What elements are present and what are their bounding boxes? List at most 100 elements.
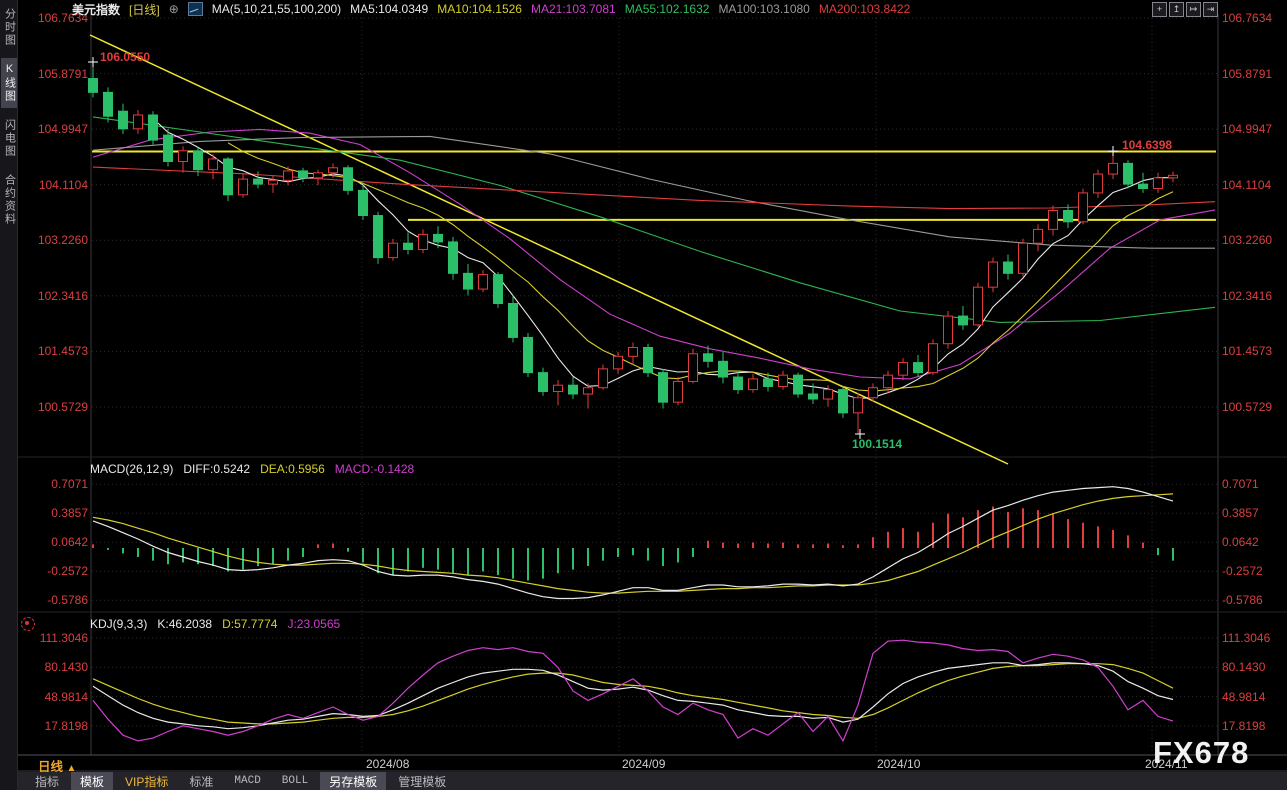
- macd-value: MACD:-0.1428: [334, 462, 415, 476]
- kdj-header: KDJ(9,3,3) K:46.2038 D:57.7774 J:23.0565: [90, 617, 340, 631]
- sidebar-item-contract-info[interactable]: 合约资料: [3, 174, 16, 226]
- candle-body: [1003, 261, 1013, 274]
- candle-body: [1138, 183, 1148, 190]
- candle-body: [688, 353, 698, 382]
- candle-body: [163, 134, 173, 162]
- candle-body: [193, 150, 203, 171]
- candle-body: [148, 114, 158, 141]
- pan-tool-icon[interactable]: +: [1152, 2, 1167, 17]
- candle-body: [628, 346, 638, 357]
- ma200-value: MA200:103.8422: [818, 2, 911, 16]
- candle-body: [283, 170, 293, 181]
- tab-vip-indicators[interactable]: VIP指标: [125, 774, 169, 789]
- candle-body: [1093, 173, 1103, 194]
- candle-body: [343, 167, 353, 191]
- candle-body: [418, 233, 428, 250]
- kdj-marker-icon[interactable]: [21, 617, 35, 631]
- candle-body: [1063, 210, 1073, 223]
- tab-indicators[interactable]: 指标: [35, 774, 60, 789]
- candle-body: [523, 336, 533, 374]
- candle-body: [118, 110, 128, 130]
- candle-body: [868, 387, 878, 399]
- line-series: [92, 135, 1215, 249]
- trend-line[interactable]: [89, 34, 1009, 465]
- period-tag: [日线]: [129, 2, 160, 17]
- candle-body: [433, 233, 443, 243]
- tab-standard[interactable]: 标准: [189, 774, 214, 789]
- candle-body: [733, 376, 743, 391]
- candle-body: [778, 374, 788, 387]
- tab-save-template[interactable]: 另存模板: [320, 771, 387, 790]
- ma55-value: MA55:102.1632: [624, 2, 710, 16]
- candle-body: [748, 378, 758, 391]
- x-axis-date: 2024/09: [622, 757, 666, 771]
- ma-group-label: MA(5,10,21,55,100,200): [211, 2, 342, 16]
- macd-dea-value: DEA:0.5956: [260, 462, 325, 476]
- line-series: [92, 128, 1216, 380]
- ma10-value: MA10:104.1526: [437, 2, 522, 16]
- kdj-k-value: K:46.2038: [157, 617, 213, 631]
- candle-body: [268, 179, 278, 185]
- chart-type-icon[interactable]: [187, 2, 203, 16]
- line-series: [92, 493, 1174, 594]
- candle-body: [928, 343, 938, 374]
- x-axis-date: 2024/08: [366, 757, 410, 771]
- candle-body: [493, 274, 503, 305]
- chart-toolbar: + ↥ ↦ ⇥: [1152, 2, 1218, 17]
- candle-body: [538, 372, 548, 392]
- candle-body: [208, 158, 218, 171]
- candle-body: [958, 315, 968, 326]
- ma100-value: MA100:103.1080: [718, 2, 810, 16]
- candle-body: [1153, 177, 1163, 190]
- candle-body: [898, 362, 908, 376]
- period-selector[interactable]: 日线 ▲: [38, 756, 76, 775]
- bottom-tab-bar: 指标 模板 VIP指标 标准 MACD BOLL 另存模板 管理模板: [18, 771, 1287, 790]
- candle-body: [583, 387, 593, 395]
- symbol-title: 美元指数: [72, 2, 121, 17]
- expand-icon[interactable]: ⊕: [168, 2, 179, 16]
- sidebar-item-kline-chart[interactable]: K线图: [0, 58, 17, 108]
- fx678-watermark: FX678: [1153, 735, 1250, 770]
- candle-body: [613, 355, 623, 370]
- scale-y-icon[interactable]: ↥: [1169, 2, 1184, 17]
- candle-body: [673, 380, 683, 403]
- candle-body: [223, 158, 233, 196]
- candle-body: [328, 167, 338, 174]
- candle-body: [1123, 162, 1133, 185]
- candle-body: [763, 378, 773, 387]
- candle-body: [658, 372, 668, 403]
- line-series: [92, 639, 1174, 743]
- candle-body: [463, 272, 473, 290]
- macd-header: MACD(26,12,9) DIFF:0.5242 DEA:0.5956 MAC…: [90, 462, 414, 476]
- candle-body: [508, 303, 518, 338]
- candle-body: [988, 261, 998, 288]
- candle-body: [313, 172, 323, 179]
- ma21-value: MA21:103.7081: [530, 2, 616, 16]
- candle-body: [238, 178, 248, 196]
- sidebar-item-time-chart[interactable]: 分时图: [3, 8, 16, 47]
- line-series: [92, 662, 1174, 730]
- candle-body: [793, 374, 803, 395]
- tab-manage-templates[interactable]: 管理模板: [398, 774, 447, 789]
- chart-header: 美元指数 [日线] ⊕ MA(5,10,21,55,100,200) MA5:1…: [72, 2, 911, 17]
- candle-body: [823, 389, 833, 400]
- candle-body: [718, 360, 728, 378]
- sidebar-item-lightning-chart[interactable]: 闪电图: [3, 119, 16, 158]
- tab-macd[interactable]: MACD: [234, 775, 261, 787]
- candle-body: [448, 241, 458, 274]
- tab-templates[interactable]: 模板: [71, 771, 114, 790]
- x-axis-date: 2024/10: [877, 757, 921, 771]
- x-axis-date: 2024/11: [1145, 757, 1188, 771]
- candle-body: [358, 189, 368, 217]
- collapse-panel-icon[interactable]: ⇥: [1203, 2, 1218, 17]
- candle-body: [553, 384, 563, 392]
- tab-boll[interactable]: BOLL: [281, 775, 309, 787]
- candle-body: [403, 242, 413, 250]
- line-series: [92, 166, 1216, 210]
- candle-body: [178, 150, 188, 162]
- period-arrow-icon: ▲: [66, 763, 77, 774]
- line-series: [92, 486, 1174, 600]
- scale-x-icon[interactable]: ↦: [1186, 2, 1201, 17]
